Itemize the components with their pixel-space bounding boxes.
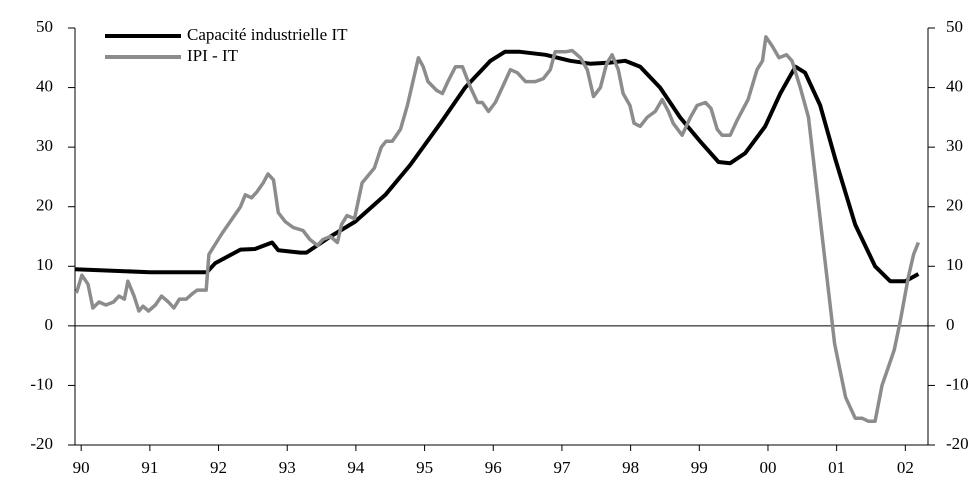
y-tick-label: 0 (45, 315, 54, 334)
x-tick-label: 95 (416, 458, 433, 477)
x-tick-label: 00 (759, 458, 776, 477)
x-tick-label: 01 (828, 458, 845, 477)
y2-tick-label: -20 (946, 434, 969, 453)
series-line (74, 49, 920, 284)
y-tick-label: 30 (36, 136, 53, 155)
y-tick-label: -10 (30, 374, 53, 393)
y2-tick-label: 30 (946, 136, 963, 155)
legend-label: IPI - IT (187, 46, 239, 65)
y-tick-label: 20 (36, 196, 53, 215)
y2-tick-label: 10 (946, 255, 963, 274)
y-tick-label: 40 (36, 76, 53, 95)
y2-tick-label: 0 (946, 315, 955, 334)
legend-label: Capacité industrielle IT (187, 25, 348, 44)
y2-tick-label: 20 (946, 196, 963, 215)
y-tick-label: 50 (36, 17, 53, 36)
y2-tick-label: -10 (946, 374, 969, 393)
x-tick-label: 97 (553, 458, 571, 477)
y-tick-label: 10 (36, 255, 53, 274)
x-tick-label: 94 (347, 458, 365, 477)
x-tick-label: 90 (73, 458, 90, 477)
x-tick-label: 92 (210, 458, 227, 477)
y2-tick-label: 40 (946, 76, 963, 95)
x-tick-label: 93 (279, 458, 296, 477)
x-tick-label: 02 (897, 458, 914, 477)
x-tick-label: 91 (141, 458, 158, 477)
y-tick-label: -20 (30, 434, 53, 453)
x-tick-label: 98 (622, 458, 639, 477)
x-tick-label: 99 (691, 458, 708, 477)
y2-tick-label: 50 (946, 17, 963, 36)
series-line (74, 35, 921, 423)
x-tick-label: 96 (485, 458, 502, 477)
